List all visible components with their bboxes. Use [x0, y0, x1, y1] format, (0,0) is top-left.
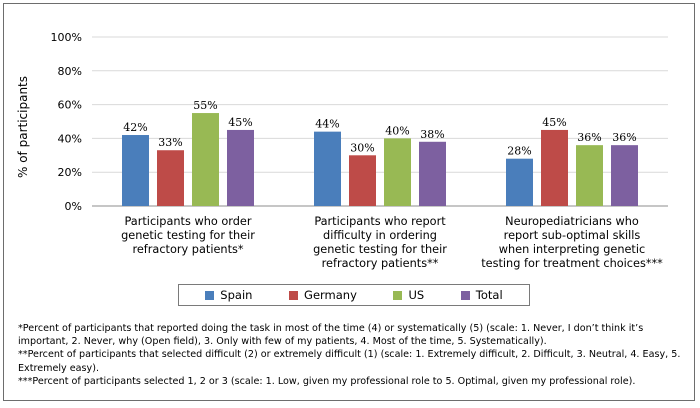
y-tick-label: 60% — [58, 99, 82, 112]
data-label: 55% — [193, 99, 217, 112]
category-label: Neuropediatricians who report sub-optimal… — [481, 215, 663, 270]
bar-spain — [314, 131, 341, 206]
footnote-2: **Percent of participants that selected … — [18, 349, 681, 374]
y-tick-label: 20% — [58, 166, 82, 179]
legend-swatch — [393, 290, 403, 300]
figure-frame: 0% 20% 40% 60% 80% 100% 42% 33% 55% 45% 44% 30% 40%… — [3, 3, 695, 401]
data-label: 45% — [542, 116, 566, 129]
y-tick-label: 80% — [58, 65, 82, 78]
legend-item-spain: Spain — [205, 288, 252, 302]
bar-total — [419, 141, 446, 206]
y-tick-label: 100% — [51, 31, 82, 44]
legend-label: Germany — [304, 288, 357, 302]
legend-label: US — [408, 288, 425, 302]
bar-germany — [349, 155, 376, 206]
y-axis-ticks: 0% 20% 40% 60% 80% 100% — [51, 31, 82, 213]
legend-label: Total — [475, 288, 503, 302]
category-labels: Participants who order genetic testing fo… — [121, 215, 663, 270]
y-tick-label: 40% — [58, 132, 82, 145]
category-label: Participants who order genetic testing fo… — [121, 215, 255, 256]
legend-swatch — [205, 290, 215, 300]
legend-swatch — [460, 290, 470, 300]
legend: Spain Germany US Total — [178, 284, 530, 306]
data-labels: 42% 33% 55% 45% 44% 30% 40% 38% 28% 45% 36% 36% — [123, 99, 636, 158]
data-label: 36% — [577, 131, 601, 144]
legend-item-us: US — [393, 288, 424, 302]
bar-total — [611, 145, 638, 206]
bar-germany — [157, 150, 184, 206]
data-label: 40% — [385, 124, 409, 137]
category-label: Participants who report difficulty in ord… — [313, 215, 447, 270]
gridlines — [92, 36, 668, 207]
legend-label: Spain — [220, 288, 253, 302]
data-label: 30% — [350, 141, 374, 154]
data-label: 42% — [123, 121, 147, 134]
bar-total — [227, 129, 254, 206]
bars — [122, 113, 638, 206]
bar-germany — [541, 129, 568, 206]
legend-item-total: Total — [460, 288, 503, 302]
y-tick-label: 0% — [65, 200, 82, 213]
footnote-1: *Percent of participants that reported d… — [18, 323, 644, 348]
data-label: 44% — [315, 118, 339, 131]
footnote-3: ***Percent of participants selected 1, 2… — [18, 375, 636, 387]
footnotes: *Percent of participants that reported d… — [18, 322, 686, 388]
bar-us — [384, 138, 411, 206]
data-label: 33% — [158, 136, 182, 149]
bar-spain — [506, 158, 533, 206]
bar-us — [192, 113, 219, 206]
legend-swatch — [289, 290, 299, 300]
bar-us — [576, 145, 603, 206]
y-axis-title: % of participants — [16, 76, 30, 178]
bar-chart: 0% 20% 40% 60% 80% 100% 42% 33% 55% 45% 44% 30% 40%… — [16, 31, 668, 270]
data-label: 38% — [420, 128, 444, 141]
legend-item-germany: Germany — [289, 288, 357, 302]
bar-spain — [122, 135, 149, 206]
data-label: 45% — [228, 116, 252, 129]
data-label: 28% — [507, 145, 531, 158]
data-label: 36% — [612, 131, 636, 144]
